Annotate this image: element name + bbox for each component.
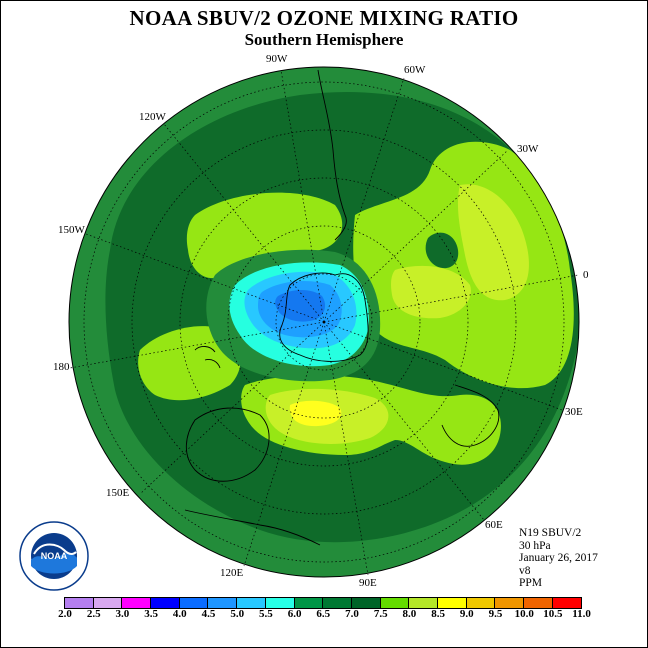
colorbar-segment	[351, 598, 381, 608]
colorbar	[64, 597, 583, 609]
colorbar-segment	[495, 598, 524, 608]
lon-label-30w: 30W	[517, 143, 539, 155]
units-label: PPM	[519, 577, 543, 589]
colorbar-tick-label: 2.5	[86, 608, 101, 620]
field-level-7-5	[138, 326, 241, 401]
date-label: January 26, 2017	[519, 552, 598, 564]
colorbar-tick-label: 10.0	[514, 608, 534, 620]
colorbar-tick-label: 11.0	[572, 608, 591, 620]
chart-title: NOAA SBUV/2 OZONE MIXING RATIO	[129, 6, 519, 30]
coastline-australia	[185, 407, 270, 482]
colorbar-segment	[466, 598, 496, 608]
lon-label-60e: 60E	[485, 519, 503, 531]
field-level-8-0	[391, 265, 471, 319]
colorbar-segment	[122, 598, 152, 608]
lon-label-0: 0	[583, 269, 589, 281]
colorbar-segment	[294, 598, 324, 608]
colorbar-tick-label: 3.5	[144, 608, 158, 620]
colorbar-segment	[323, 598, 352, 608]
metadata-block: N19 SBUV/2 30 hPa January 26, 2017 v8 PP…	[519, 527, 598, 590]
field-level-7-5	[186, 192, 343, 279]
colorbar-tick-label: 5.5	[259, 608, 273, 620]
colorbar-segment	[380, 598, 410, 608]
ozone-field	[69, 67, 579, 577]
chart-subtitle: Southern Hemisphere	[244, 30, 404, 49]
coastline-africa	[441, 384, 500, 447]
colorbar-segment	[409, 598, 438, 608]
colorbar-tick-label: 9.5	[488, 608, 503, 620]
colorbar-tick-label: 8.5	[431, 608, 445, 620]
field-level-7-0	[425, 232, 459, 269]
colorbar-tick-label: 9.0	[459, 608, 474, 620]
lon-label-90e: 90E	[359, 577, 377, 589]
colorbar-tick-label: 8.0	[402, 608, 417, 620]
colorbar-segment	[151, 598, 180, 608]
lon-label-120e: 120E	[220, 567, 244, 579]
colorbar-tick-label: 7.5	[373, 608, 388, 620]
graticule	[69, 69, 579, 576]
version-label: v8	[519, 564, 531, 577]
logo-text: NOAA	[41, 551, 68, 561]
colorbar-segment	[437, 598, 467, 608]
colorbar-tick-label: 5.0	[230, 608, 245, 620]
field-level-4-5	[275, 290, 326, 322]
colorbar-tick-label: 6.5	[316, 608, 331, 620]
lon-label-60w: 60W	[404, 64, 426, 76]
colorbar-segment	[65, 598, 94, 608]
map-boundary	[68, 66, 580, 578]
lon-label-180: 180	[53, 361, 70, 373]
colorbar-tick-label: 2.0	[58, 608, 72, 620]
lon-label-150w: 150W	[58, 224, 86, 236]
colorbar-tick-label: 7.0	[345, 608, 359, 620]
lon-label-150e: 150E	[106, 487, 130, 499]
field-level-8-0	[457, 184, 529, 301]
lon-label-90w: 90W	[266, 53, 288, 65]
colorbar-segment	[93, 598, 123, 608]
coastline-south-america	[317, 69, 347, 241]
colorbar-segment	[179, 598, 209, 608]
lon-label-120w: 120W	[139, 111, 167, 123]
colorbar-segment	[237, 598, 266, 608]
colorbar-segment	[552, 598, 582, 608]
noaa-logo: NOAA	[19, 521, 89, 591]
colorbar-segment	[524, 598, 553, 608]
lon-label-30e: 30E	[565, 406, 583, 418]
pressure-level-label: 30 hPa	[519, 539, 551, 552]
satellite-label: N19 SBUV/2	[519, 527, 582, 539]
colorbar-tick-label: 4.0	[172, 608, 187, 620]
colorbar-labels: 2.0 2.5 3.0 3.5 4.0 4.5 5.0 5.5 6.0 6.5 7.0 7.5 8.0 8…	[0, 608, 648, 622]
colorbar-tick-label: 4.5	[201, 608, 216, 620]
colorbar-tick-label: 6.0	[287, 608, 302, 620]
colorbar-segment	[265, 598, 295, 608]
coastline-new-zealand	[194, 346, 221, 369]
colorbar-segment	[208, 598, 238, 608]
coastline-indonesia	[184, 509, 321, 546]
field-level-7-5	[353, 141, 574, 389]
colorbar-tick-label: 10.5	[543, 608, 563, 620]
field-level-8-5	[289, 400, 342, 427]
colorbar-tick-label: 3.0	[115, 608, 130, 620]
